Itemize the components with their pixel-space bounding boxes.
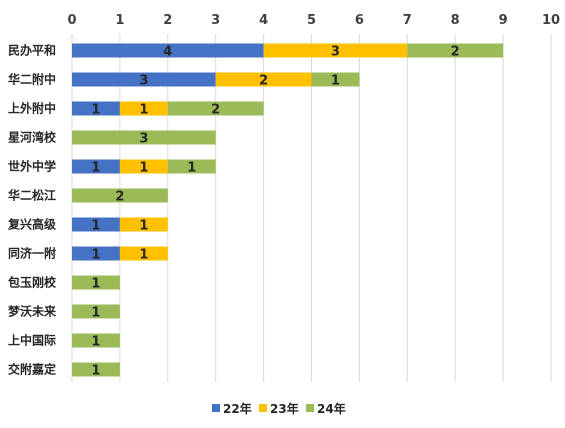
bar-1-2: [311, 72, 360, 87]
category-label-10: 上中国际: [8, 333, 56, 348]
category-label-9: 梦沃未来: [8, 304, 57, 319]
category-label-1: 华二附中: [8, 72, 56, 87]
bar-2-1: [119, 101, 168, 116]
category-label-3: 星河湾校: [8, 130, 57, 145]
legend-label-1: 23年: [270, 401, 299, 416]
bar-0-1: [263, 43, 408, 58]
x-tick-label-2: 2: [163, 13, 172, 28]
bar-0-2: [407, 43, 504, 58]
data-label-1-0: 3: [139, 74, 148, 89]
bar-7-0: [72, 246, 120, 261]
x-tick-label-7: 7: [403, 13, 412, 28]
data-label-2-1: 1: [139, 103, 148, 118]
bar-3-2: [72, 130, 216, 145]
bar-4-0: [72, 159, 120, 174]
x-tick-label-1: 1: [115, 13, 124, 28]
grid-lines: [71, 34, 552, 382]
bar-2-0: [72, 101, 120, 116]
data-label-9-2: 1: [91, 306, 100, 321]
legend-swatch-2: [306, 404, 314, 412]
bar-10-2: [72, 333, 120, 348]
legend: 22年 23年 24年: [212, 401, 346, 416]
data-label-2-0: 1: [91, 103, 100, 118]
legend-swatch-0: [212, 404, 220, 412]
data-label-6-1: 1: [139, 219, 148, 234]
bar-4-1: [119, 159, 168, 174]
bar-0-0: [72, 43, 264, 58]
category-label-6: 复兴高级: [7, 217, 56, 232]
bar-1-1: [215, 72, 312, 87]
bar-7-1: [119, 246, 168, 261]
data-label-0-0: 4: [163, 45, 172, 60]
legend-label-2: 24年: [317, 401, 346, 416]
bar-6-1: [119, 217, 168, 232]
bar-11-2: [72, 362, 120, 377]
x-tick-label-8: 8: [451, 13, 460, 28]
data-label-1-2: 1: [331, 74, 340, 89]
x-axis-ticks: 0 1 2 3 4 5 6 7 8 9 10: [67, 13, 560, 28]
category-label-8: 包玉刚校: [7, 275, 57, 290]
data-label-10-2: 1: [91, 335, 100, 350]
bar-2-2: [167, 101, 264, 116]
category-label-11: 交附嘉定: [8, 362, 56, 377]
data-label-0-2: 2: [451, 45, 460, 60]
data-label-1-1: 2: [259, 74, 268, 89]
bar-6-0: [72, 217, 120, 232]
x-tick-label-0: 0: [67, 13, 76, 28]
x-tick-label-5: 5: [307, 13, 316, 28]
bar-9-2: [72, 304, 120, 319]
category-label-2: 上外附中: [8, 101, 56, 116]
x-tick-label-9: 9: [499, 13, 508, 28]
category-label-4: 世外中学: [8, 159, 56, 174]
data-label-0-1: 3: [331, 45, 340, 60]
category-label-5: 华二松江: [8, 188, 56, 203]
x-tick-label-3: 3: [211, 13, 220, 28]
bar-4-2: [167, 159, 216, 174]
category-label-0: 民办平和: [8, 43, 56, 58]
data-label-3-2: 3: [139, 132, 148, 147]
data-label-4-0: 1: [91, 161, 100, 176]
x-tick-label-10: 10: [542, 13, 560, 28]
data-label-7-0: 1: [91, 248, 100, 263]
data-label-5-2: 2: [115, 190, 124, 205]
data-label-6-0: 1: [91, 219, 100, 234]
category-labels: 民办平和华二附中上外附中星河湾校世外中学华二松江复兴高级同济一附包玉刚校梦沃未来…: [7, 43, 57, 377]
bar-5-2: [72, 188, 168, 203]
x-tick-label-6: 6: [355, 13, 364, 28]
bar-1-0: [72, 72, 216, 87]
data-label-8-2: 1: [91, 277, 100, 292]
bars: [72, 43, 504, 377]
data-label-2-2: 2: [211, 103, 220, 118]
category-label-7: 同济一附: [8, 246, 56, 261]
data-label-7-1: 1: [139, 248, 148, 263]
data-label-4-1: 1: [139, 161, 148, 176]
x-tick-label-4: 4: [259, 13, 268, 28]
legend-label-0: 22年: [223, 401, 252, 416]
data-label-4-2: 1: [187, 161, 196, 176]
data-label-11-2: 1: [91, 364, 100, 379]
bar-8-2: [72, 275, 120, 290]
legend-swatch-1: [259, 404, 267, 412]
